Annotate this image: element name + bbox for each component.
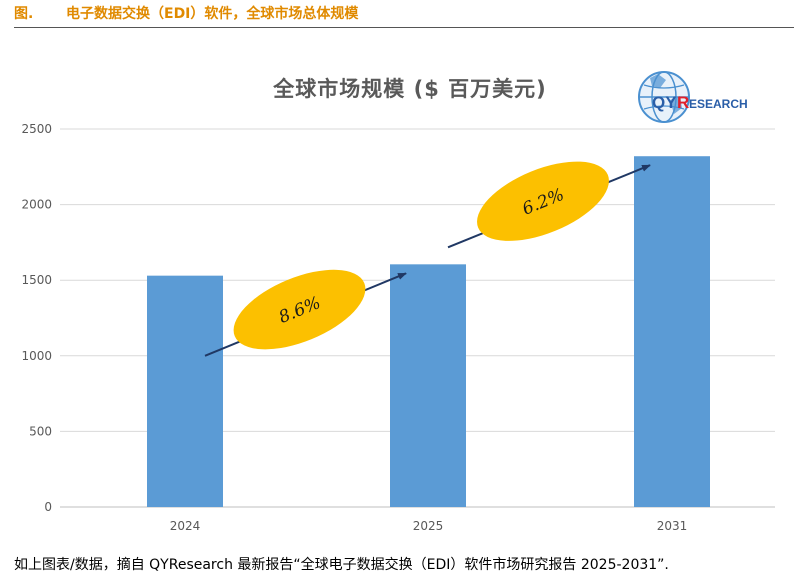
bar bbox=[390, 264, 466, 507]
bar bbox=[147, 275, 223, 507]
globe-logo-icon bbox=[638, 71, 690, 123]
figure-label: 图. bbox=[14, 6, 34, 22]
growth-bubble bbox=[233, 269, 366, 350]
y-tick-label: 2000 bbox=[21, 198, 52, 212]
qyresearch-logo: QY R ESEARCH bbox=[638, 71, 748, 123]
y-tick-label: 1000 bbox=[21, 349, 52, 363]
source-note: 如上图表/数据，摘自 QYResearch 最新报告“全球电子数据交换（EDI）… bbox=[14, 557, 669, 573]
bar bbox=[634, 156, 710, 507]
x-tick-label: 2024 bbox=[170, 519, 201, 533]
x-tick-label: 2031 bbox=[657, 519, 688, 533]
y-tick-label: 1500 bbox=[21, 273, 52, 287]
figure-title: 电子数据交换（EDI）软件，全球市场总体规模 bbox=[66, 6, 359, 22]
chart-title: 全球市场规模 ($ 百万美元) bbox=[273, 77, 547, 101]
brand-r: R bbox=[677, 93, 689, 112]
brand-qy: QY bbox=[652, 93, 677, 112]
y-tick-label: 2500 bbox=[21, 122, 52, 136]
brand-esearch: ESEARCH bbox=[689, 97, 748, 111]
growth-bubble bbox=[477, 161, 609, 241]
x-tick-label: 2025 bbox=[413, 519, 444, 533]
figure-header: 图. 电子数据交换（EDI）软件，全球市场总体规模 bbox=[14, 4, 794, 26]
header-divider bbox=[14, 27, 794, 28]
y-tick-label: 0 bbox=[44, 500, 52, 514]
y-tick-label: 500 bbox=[29, 424, 52, 438]
